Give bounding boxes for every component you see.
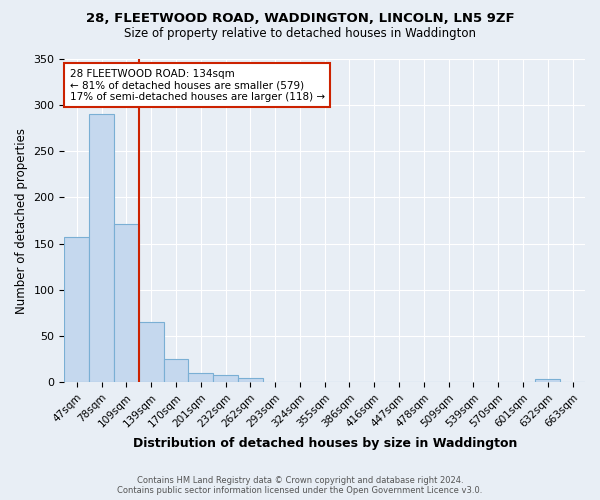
Bar (535, 380, 560, 382)
Text: Size of property relative to detached houses in Waddington: Size of property relative to detached ho… (124, 28, 476, 40)
Bar (164, 359, 188, 382)
Bar (238, 378, 263, 382)
Bar (64, 237, 89, 382)
Y-axis label: Number of detached properties: Number of detached properties (15, 128, 28, 314)
Bar (139, 322, 164, 382)
X-axis label: Distribution of detached houses by size in Waddington: Distribution of detached houses by size … (133, 437, 517, 450)
Bar (114, 224, 139, 382)
Bar (188, 373, 213, 382)
Bar (213, 374, 238, 382)
Bar (89, 114, 114, 382)
Text: 28, FLEETWOOD ROAD, WADDINGTON, LINCOLN, LN5 9ZF: 28, FLEETWOOD ROAD, WADDINGTON, LINCOLN,… (86, 12, 514, 26)
Text: 28 FLEETWOOD ROAD: 134sqm
← 81% of detached houses are smaller (579)
17% of semi: 28 FLEETWOOD ROAD: 134sqm ← 81% of detac… (70, 68, 325, 102)
Text: Contains HM Land Registry data © Crown copyright and database right 2024.
Contai: Contains HM Land Registry data © Crown c… (118, 476, 482, 495)
